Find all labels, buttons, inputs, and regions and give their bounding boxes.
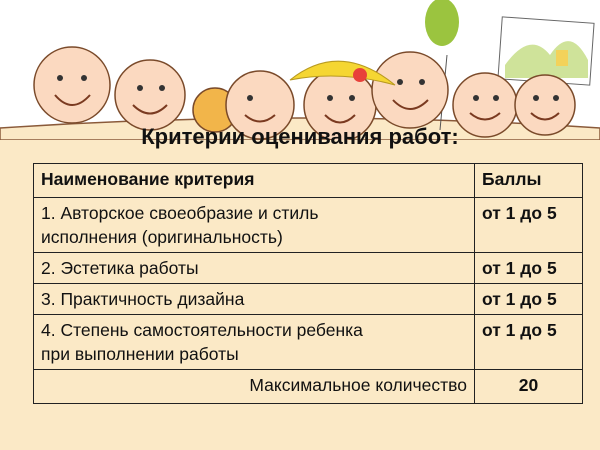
children-illustration [0,0,600,140]
criterion-text: 1. Авторское своеобразие и стиль [41,203,319,223]
criterion-cell: 1. Авторское своеобразие и стиль исполнен… [33,197,475,253]
score-cell: от 1 до 5 [474,197,583,253]
yellow-hat-icon [289,60,396,86]
criterion-cell: 2. Эстетика работы [33,252,475,284]
child-face-icon [371,51,449,129]
child-face-icon [33,46,111,124]
drawing-house [556,50,568,66]
criterion-text: 4. Степень самостоятельности ребенка [41,320,363,340]
table-row: 4. Степень самостоятельности ребенка при … [33,314,583,370]
criteria-table: Наименование критерия Баллы 1. Авторское… [33,163,583,404]
header-criterion: Наименование критерия [33,163,475,198]
header-score: Баллы [474,163,583,198]
criterion-text: при выполнении работы [41,344,239,364]
child-face-icon [514,74,576,136]
total-row: Максимальное количество 20 [33,369,583,404]
total-value: 20 [474,369,583,404]
score-cell: от 1 до 5 [474,283,583,315]
criterion-cell: 3. Практичность дизайна [33,283,475,315]
table-row: 1. Авторское своеобразие и стиль исполнен… [33,197,583,253]
criterion-text: исполнения (оригинальность) [41,227,283,247]
balloon-icon [425,0,459,46]
criterion-cell: 4. Степень самостоятельности ребенка при … [33,314,475,370]
child-face-icon [114,59,186,131]
score-cell: от 1 до 5 [474,314,583,370]
score-cell: от 1 до 5 [474,252,583,284]
slide-title: Критерии оценивания работ: [141,124,459,149]
table-row: 2. Эстетика работы от 1 до 5 [33,252,583,284]
child-face-icon [225,70,295,140]
table-header-row: Наименование критерия Баллы [33,163,583,198]
total-label: Максимальное количество [33,369,475,404]
table-row: 3. Практичность дизайна от 1 до 5 [33,283,583,315]
hat-flower-icon [353,68,367,82]
